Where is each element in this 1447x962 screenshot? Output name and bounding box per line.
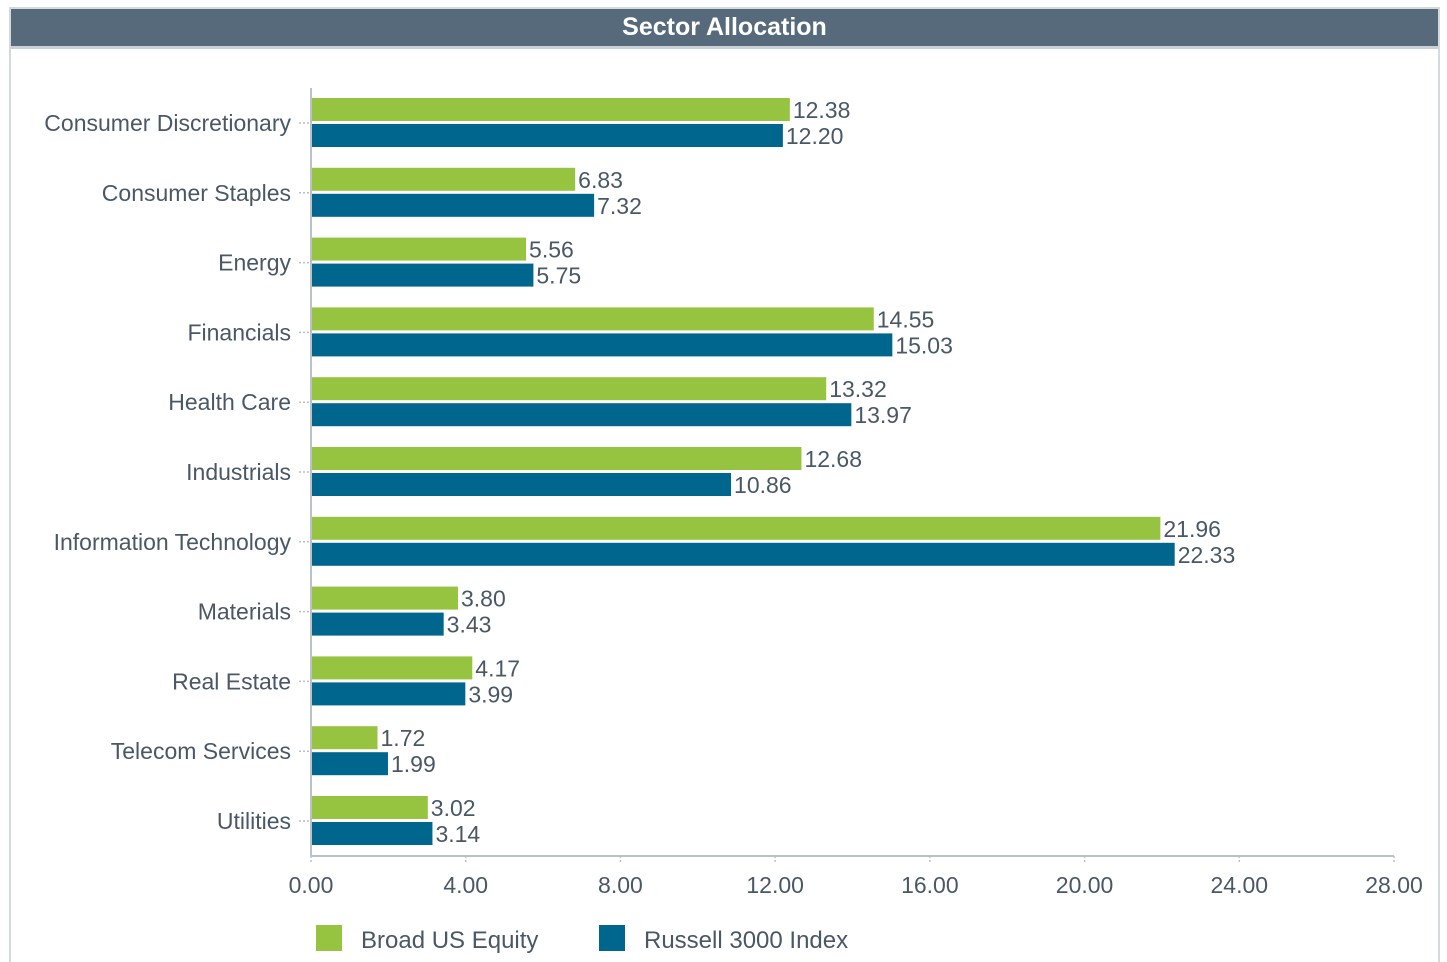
legend-swatch: [316, 925, 342, 951]
category-label: Real Estate: [172, 668, 291, 694]
bar-broad-us-equity: [312, 377, 827, 401]
bar-russell-3000: [312, 124, 783, 147]
data-label: 3.02: [431, 795, 476, 821]
category-label: Financials: [187, 319, 291, 345]
bar-russell-3000: [312, 263, 534, 287]
bar-broad-us-equity: [312, 726, 378, 750]
bar-russell-3000: [312, 193, 595, 217]
bar-broad-us-equity: [312, 516, 1161, 540]
x-tick-label: 12.00: [746, 872, 804, 898]
data-label: 10.86: [734, 472, 792, 498]
bar-russell-3000: [312, 473, 732, 496]
data-label: 6.83: [578, 167, 623, 193]
data-label: 12.68: [804, 446, 862, 472]
data-label: 13.32: [829, 376, 887, 402]
bar-russell-3000: [312, 612, 444, 636]
bar-broad-us-equity: [312, 98, 790, 121]
bar-russell-3000: [312, 682, 466, 706]
category-label: Consumer Staples: [102, 180, 291, 206]
data-label: 5.56: [529, 237, 574, 263]
category-label: Energy: [218, 250, 291, 276]
data-label: 21.96: [1163, 516, 1221, 542]
bar-russell-3000: [312, 752, 388, 776]
bar-broad-us-equity: [312, 307, 874, 331]
data-label: 12.38: [793, 97, 851, 123]
category-label: Telecom Services: [111, 738, 291, 764]
data-label: 14.55: [877, 306, 935, 332]
x-tick-label: 24.00: [1211, 872, 1269, 898]
data-label: 12.20: [786, 123, 844, 149]
category-label: Industrials: [186, 459, 291, 485]
data-label: 22.33: [1178, 542, 1236, 568]
legend-label: Broad US Equity: [361, 927, 538, 954]
bar-broad-us-equity: [312, 167, 576, 191]
x-tick-label: 20.00: [1056, 872, 1114, 898]
data-label: 5.75: [536, 263, 581, 289]
data-label: 13.97: [854, 402, 912, 428]
data-label: 15.03: [895, 332, 953, 358]
category-label: Health Care: [168, 389, 291, 415]
bar-broad-us-equity: [312, 796, 428, 819]
data-label: 1.72: [381, 725, 426, 751]
x-tick-label: 28.00: [1365, 872, 1423, 898]
x-tick-label: 0.00: [289, 872, 334, 898]
data-label: 3.43: [447, 612, 492, 638]
data-label: 3.99: [468, 681, 513, 707]
legend-swatch: [599, 925, 625, 951]
legend-label: Russell 3000 Index: [644, 927, 848, 954]
data-label: 4.17: [475, 655, 520, 681]
x-tick-label: 16.00: [901, 872, 959, 898]
category-label: Consumer Discretionary: [44, 110, 291, 136]
bar-russell-3000: [312, 822, 433, 845]
x-tick-label: 4.00: [443, 872, 488, 898]
bar-russell-3000: [312, 542, 1175, 566]
category-label: Materials: [198, 599, 291, 625]
data-label: 7.32: [597, 193, 642, 219]
x-tick-label: 8.00: [598, 872, 643, 898]
bar-broad-us-equity: [312, 586, 458, 610]
data-label: 3.80: [461, 586, 506, 612]
data-label: 1.99: [391, 751, 436, 777]
bar-broad-us-equity: [312, 447, 802, 470]
bar-russell-3000: [312, 403, 852, 427]
bar-broad-us-equity: [312, 237, 527, 261]
bar-broad-us-equity: [312, 656, 473, 680]
category-label: Utilities: [217, 808, 291, 834]
data-label: 3.14: [435, 821, 480, 847]
chart-title: Sector Allocation: [11, 9, 1438, 49]
bar-russell-3000: [312, 333, 893, 357]
category-label: Information Technology: [54, 529, 292, 555]
